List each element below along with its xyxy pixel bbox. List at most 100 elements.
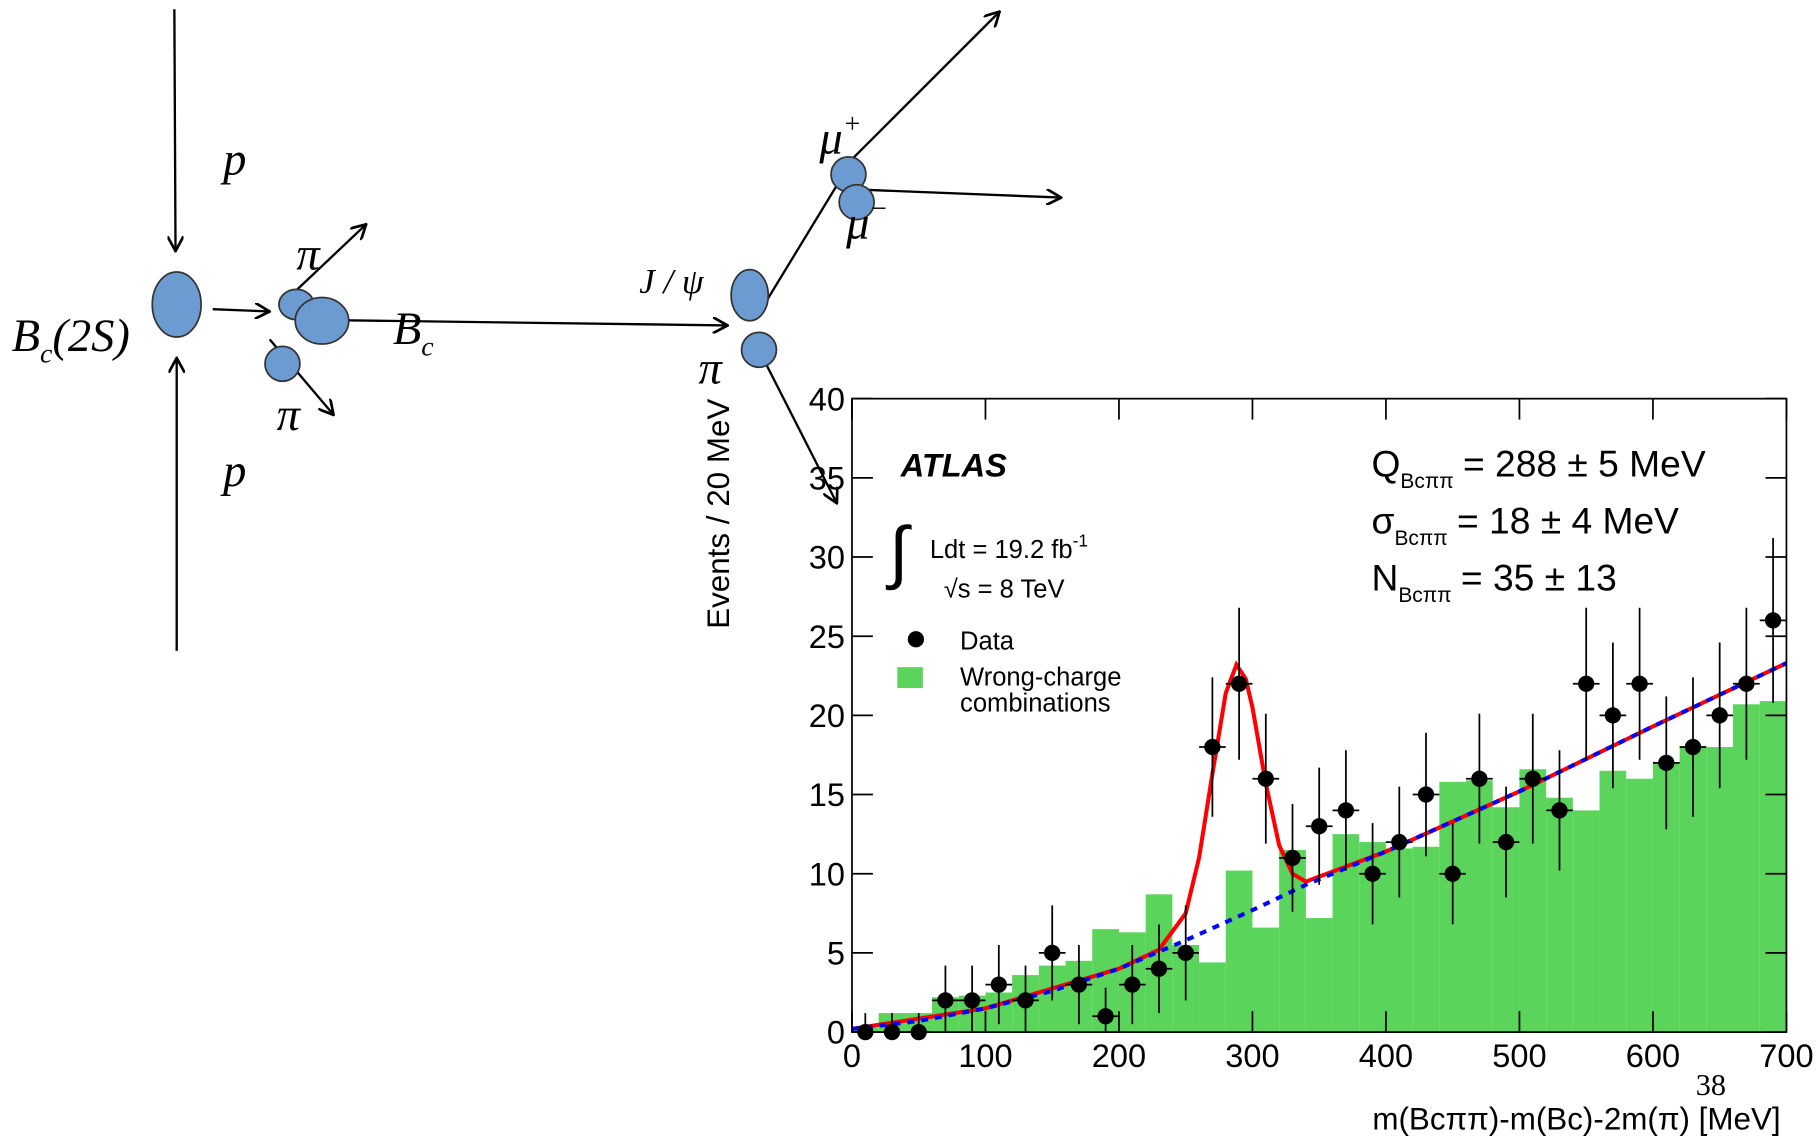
particle [151,271,202,338]
x-tick-label: 300 [1225,1038,1279,1074]
particle-label: μ− [845,193,888,249]
fit-text: = 18 ± 4 MeV [1457,499,1679,541]
particle [740,331,778,369]
fit-sub: Bcππ [1394,527,1447,550]
particle-label: p [220,446,246,497]
data-point [1764,612,1782,629]
label-text: μ [845,198,869,249]
y-tick-label: 10 [809,856,845,892]
data-point [1150,960,1168,977]
data-point [990,976,1007,993]
label-after: (2S) [52,311,129,362]
data-point [1631,675,1648,692]
data-point [1124,976,1141,993]
particle-label: π [296,230,321,281]
integral-sign: ∫ [885,512,912,590]
label-text: J / ψ [639,262,705,301]
legend-marker [907,631,925,648]
y-tick-label: 5 [827,936,845,972]
y-tick-label: 40 [809,381,845,417]
particle-label: Bc(2S) [12,311,130,370]
data-point [1444,865,1461,882]
luminosity-sup: -1 [1073,530,1089,550]
data-point [1711,707,1728,724]
fit-result: NBcππ = 35 ± 13 [1372,556,1617,607]
data-point [1738,675,1755,692]
fit-text: = 288 ± 5 MeV [1463,443,1706,485]
x-tick-label: 200 [1092,1038,1146,1074]
histogram-bar [1252,927,1280,1033]
data-point [1311,818,1328,835]
page-number: 38 [1696,1068,1726,1102]
data-point [1364,865,1381,882]
data-point [1684,738,1702,756]
x-tick-label: 700 [1759,1038,1813,1074]
fit-text: = 35 ± 13 [1461,556,1617,598]
histogram-bar [1706,747,1734,1033]
label-text: π [277,390,302,441]
data-point [1097,1008,1114,1025]
data-point [1391,833,1408,851]
y-tick-label: 35 [809,460,845,496]
histogram-bar [1626,778,1653,1033]
fit-result: QBcππ = 288 ± 5 MeV [1372,443,1706,494]
arrow [296,320,727,326]
luminosity: Ldt = 19.2 fb-1 [930,530,1088,564]
label-text: μ [818,113,842,164]
data-point [1604,707,1622,724]
label-text: π [699,344,724,395]
arrow [174,9,175,251]
data-point [1471,770,1488,787]
particle-label: π [277,390,302,441]
histogram-bar [1599,770,1627,1033]
particle [838,183,875,221]
arrow [766,365,837,503]
x-axis-label: m(Bcππ)-m(Bc)-2m(π) [MeV] [1372,1102,1780,1137]
experiment-label: ATLAS [900,448,1007,484]
energy: √s = 8 TeV [944,575,1065,603]
arrow [212,309,270,311]
diagram [151,9,1061,651]
histogram-bar [1759,701,1787,1033]
label-sup: + [843,108,862,139]
data-point [1658,754,1675,772]
data-point [1017,992,1034,1009]
histogram-bar [1225,870,1253,1033]
fit-sub: Bcππ [1400,470,1453,493]
particle [294,296,350,345]
label-text: B [393,304,421,355]
histogram-bar [1305,918,1333,1033]
data-point [1284,849,1301,867]
data-point [1044,944,1061,962]
particle-label: p [220,134,246,185]
label-sub: c [40,339,53,370]
x-tick-label: 500 [1492,1038,1546,1074]
y-tick-label: 25 [809,619,845,655]
track [766,171,846,301]
particle [730,268,770,322]
data-point [937,992,954,1009]
fit-result: σBcππ = 18 ± 4 MeV [1372,499,1680,550]
label-sup: − [869,193,888,224]
fit-sub: Bcππ [1398,584,1451,607]
fit-symbol: Q [1372,443,1401,485]
particle-label: π [699,344,724,395]
legend-line: combinations [960,689,1111,717]
data-point [1524,770,1541,787]
legend-line: Wrong-charge [960,664,1121,692]
y-tick-label: 30 [809,540,845,576]
luminosity-text: Ldt = 19.2 fb [930,536,1073,564]
data-point [1417,786,1435,803]
data-point [1204,738,1221,756]
legend-label: Data [960,628,1015,656]
x-tick-label: 400 [1359,1038,1413,1074]
data-point [1551,802,1568,819]
label-text: p [220,446,246,497]
data-point [1177,944,1194,962]
data-point [1497,833,1515,851]
legend-marker [897,667,923,689]
particle [264,345,301,383]
data-point [963,992,981,1009]
